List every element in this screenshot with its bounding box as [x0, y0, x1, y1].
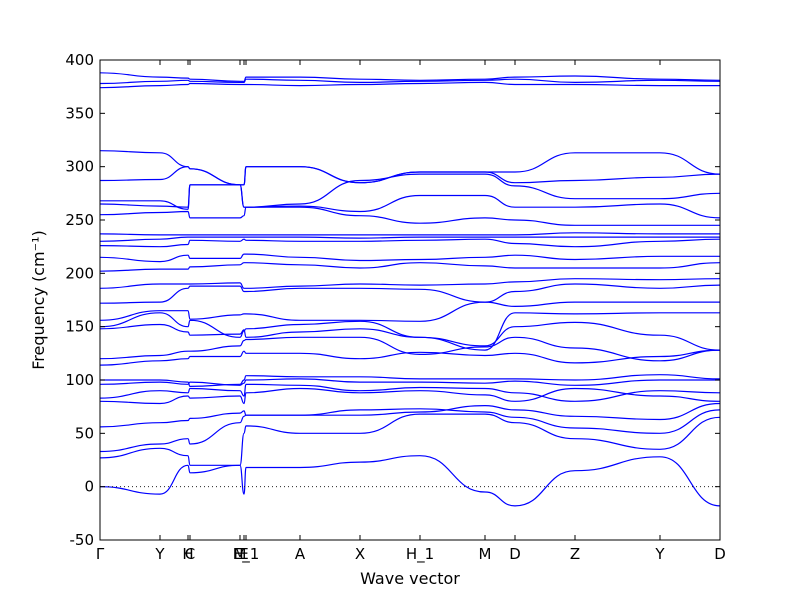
band-line [99, 78, 721, 85]
band-line [99, 283, 721, 304]
x-tick-label: Γ [96, 545, 105, 563]
x-axis-label: Wave vector [360, 569, 460, 588]
band-line [99, 349, 721, 366]
x-axis-ticks: Γ Y HC MEE_1 A X H_1 M D Z Y D [96, 60, 726, 564]
y-tick-label: 0 [84, 478, 94, 496]
y-tick-label: 200 [65, 264, 94, 282]
y-tick-label: 350 [65, 104, 94, 122]
y-axis-label: Frequency (cm⁻¹) [29, 230, 48, 369]
band-line [99, 301, 720, 322]
band-line [99, 253, 720, 263]
band-line [99, 278, 721, 289]
x-tick-label: E_1 [233, 545, 260, 564]
x-tick-label: Z [570, 545, 580, 563]
band-line [99, 378, 720, 386]
x-tick-label: D [509, 545, 521, 563]
band-line [99, 383, 721, 402]
x-tick-label: H_1 [406, 545, 434, 564]
x-tick-label: M [234, 545, 247, 563]
band-lines [99, 72, 721, 507]
x-tick-label: C [185, 545, 195, 563]
band-line [99, 150, 721, 186]
y-tick-label: 100 [65, 371, 94, 389]
band-line [99, 206, 720, 226]
y-tick-label: 50 [75, 424, 94, 442]
band-line [99, 321, 721, 351]
plot-frame [99, 59, 721, 541]
band-line [99, 455, 721, 507]
y-tick-label: 300 [65, 158, 94, 176]
band-line [99, 236, 720, 242]
x-tick-label: Y [654, 545, 665, 563]
band-line [99, 387, 721, 405]
band-line [99, 402, 721, 428]
band-line [99, 72, 721, 82]
band-line [99, 81, 720, 89]
band-line [99, 413, 721, 466]
x-tick-label: D [714, 545, 726, 563]
y-tick-label: 250 [65, 211, 94, 229]
band-line [99, 262, 721, 272]
x-tick-label: Y [154, 545, 165, 563]
x-tick-label: X [355, 545, 365, 563]
band-line [99, 336, 721, 362]
x-tick-label: M [479, 545, 492, 563]
band-line [99, 374, 721, 388]
y-tick-label: 400 [65, 51, 94, 69]
band-line [99, 184, 721, 219]
x-tick-label: A [295, 545, 306, 563]
y-tick-label: 150 [65, 318, 94, 336]
x-tick-label: H [182, 545, 193, 563]
band-line [99, 173, 721, 210]
band-line [99, 238, 721, 248]
y-axis-ticks: -50 0 50 100 150 200 250 300 350 400 [65, 51, 720, 549]
band-line [99, 232, 720, 236]
x-tick-label: E [239, 545, 248, 563]
band-line [99, 312, 720, 351]
y-tick-label: -50 [70, 531, 95, 549]
